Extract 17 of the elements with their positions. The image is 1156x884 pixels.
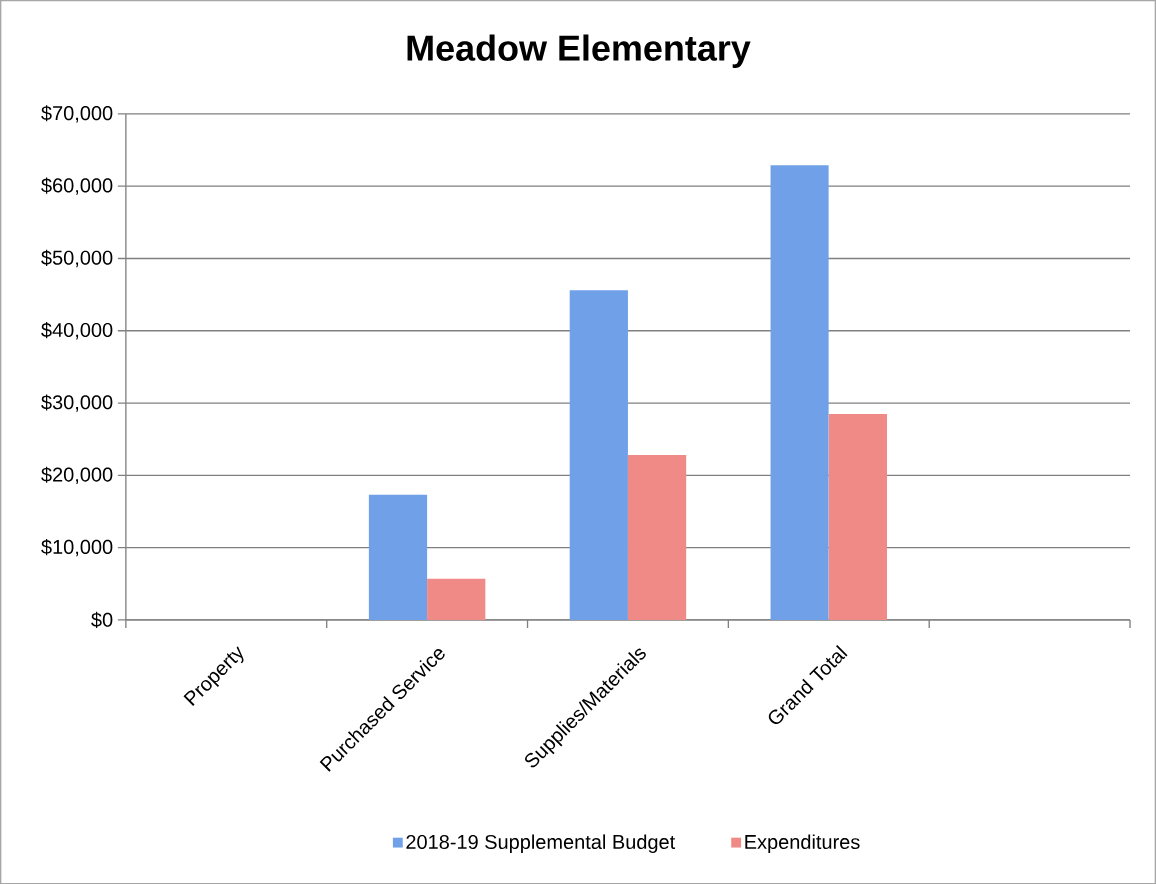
y-tick-label: $60,000 [41,177,113,195]
bar [368,494,428,620]
chart-title: Meadow Elementary [407,34,751,68]
bar [627,454,687,620]
y-tick-label: $30,000 [41,394,113,412]
legend-label: Expenditures [745,834,860,853]
bar [569,290,628,620]
y-tick-label: $10,000 [41,538,113,557]
bar [427,578,486,620]
y-tick-label: $20,000 [41,466,113,484]
legend-label: 2018-19 Supplemental Budget [406,834,676,853]
bar [828,413,888,620]
y-tick-label: $0 [91,611,113,628]
y-tick-label: $70,000 [41,105,113,123]
y-tick-label: $40,000 [41,321,113,340]
bar [770,165,829,620]
y-tick-label: $50,000 [41,249,113,267]
